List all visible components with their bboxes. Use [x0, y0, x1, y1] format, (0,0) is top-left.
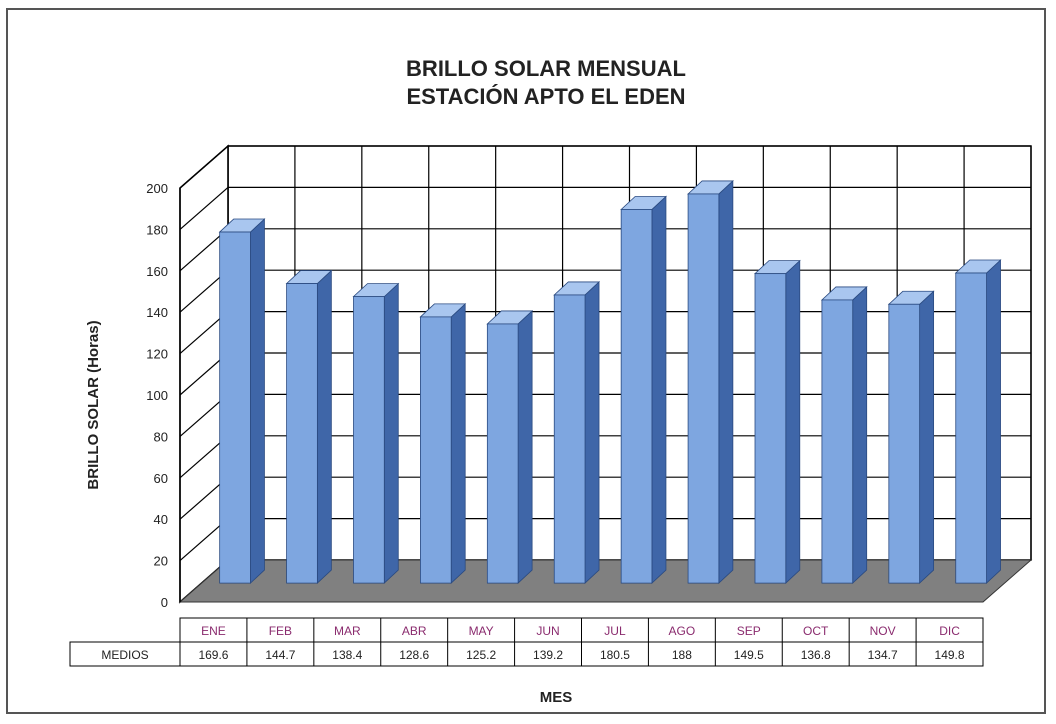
bar-side [852, 286, 868, 585]
bar [219, 231, 251, 584]
data-label: 125.2 [466, 648, 496, 662]
y-tick-label: 180 [146, 222, 168, 237]
data-label: 144.7 [265, 648, 295, 662]
bar-side [584, 281, 600, 585]
gridline-side [179, 186, 229, 230]
data-label: 138.4 [332, 648, 362, 662]
bar-side [718, 180, 734, 585]
bar-side [986, 259, 1001, 585]
x-tick-label: JUN [536, 624, 559, 638]
y-tick-label: 200 [146, 181, 168, 196]
y-tick-label: 160 [146, 264, 168, 279]
bar-side [316, 269, 332, 585]
x-tick-label: NOV [870, 624, 896, 638]
x-tick-label: MAY [469, 624, 494, 638]
data-label: 136.8 [801, 648, 831, 662]
bar [955, 272, 987, 584]
bar [286, 283, 318, 584]
chart-subtitle: ESTACIÓN APTO EL EDEN [406, 84, 685, 109]
data-label: 149.8 [935, 648, 965, 662]
y-axis-label: BRILLO SOLAR (Horas) [85, 320, 102, 489]
y-tick-label: 20 [154, 554, 168, 569]
y-tick-label: 120 [146, 347, 168, 362]
x-tick-label: DIC [939, 624, 960, 638]
x-tick-label: SEP [737, 624, 761, 638]
chart-canvas: BRILLO SOLAR MENSUAL ESTACIÓN APTO EL ED… [69, 56, 1033, 706]
plot-area: 0 20 40 60 80 100 120 140 160 180 200 MEDIOS ENE 169.… [69, 144, 1033, 667]
bar [620, 209, 653, 584]
bar [553, 294, 586, 584]
chart-title: BRILLO SOLAR MENSUAL [406, 56, 686, 81]
bar-side [450, 302, 466, 585]
bar [486, 323, 519, 584]
bar-side [383, 282, 399, 585]
x-tick-label: JUL [604, 624, 626, 638]
data-label: 180.5 [600, 648, 630, 662]
data-label: 149.5 [734, 648, 764, 662]
y-tick-label: 80 [154, 429, 168, 444]
bar-side [919, 290, 935, 585]
table-value-row [69, 641, 984, 667]
data-label: 188 [672, 648, 692, 662]
data-label: 139.2 [533, 648, 563, 662]
bar [888, 303, 921, 584]
y-tick-label: 100 [146, 388, 168, 403]
x-tick-label: ENE [201, 624, 226, 638]
series-name-label: MEDIOS [101, 648, 148, 662]
x-tick-label: MAR [334, 624, 361, 638]
x-tick-label: FEB [269, 624, 292, 638]
y-tick-label: 140 [146, 305, 168, 320]
x-tick-label: OCT [803, 624, 829, 638]
chart-frame: BRILLO SOLAR MENSUAL ESTACIÓN APTO EL ED… [6, 8, 1046, 714]
gridline-side [179, 145, 229, 189]
data-label: 169.6 [198, 648, 228, 662]
y-tick-label: 60 [154, 471, 168, 486]
y-tick-label: 0 [161, 595, 168, 610]
x-tick-label: AGO [669, 624, 696, 638]
y-tick-label: 40 [154, 512, 168, 527]
bar-side [517, 310, 533, 585]
data-label: 128.6 [399, 648, 429, 662]
x-axis-label: MES [540, 689, 573, 706]
bar [353, 296, 385, 584]
data-label: 134.7 [868, 648, 898, 662]
bar [821, 299, 854, 584]
bar-side [250, 218, 265, 585]
bar [420, 316, 452, 584]
bar [687, 193, 720, 584]
x-tick-label: ABR [402, 624, 427, 638]
bar [754, 273, 787, 584]
bar-side [651, 195, 667, 585]
bar-side [785, 259, 801, 585]
